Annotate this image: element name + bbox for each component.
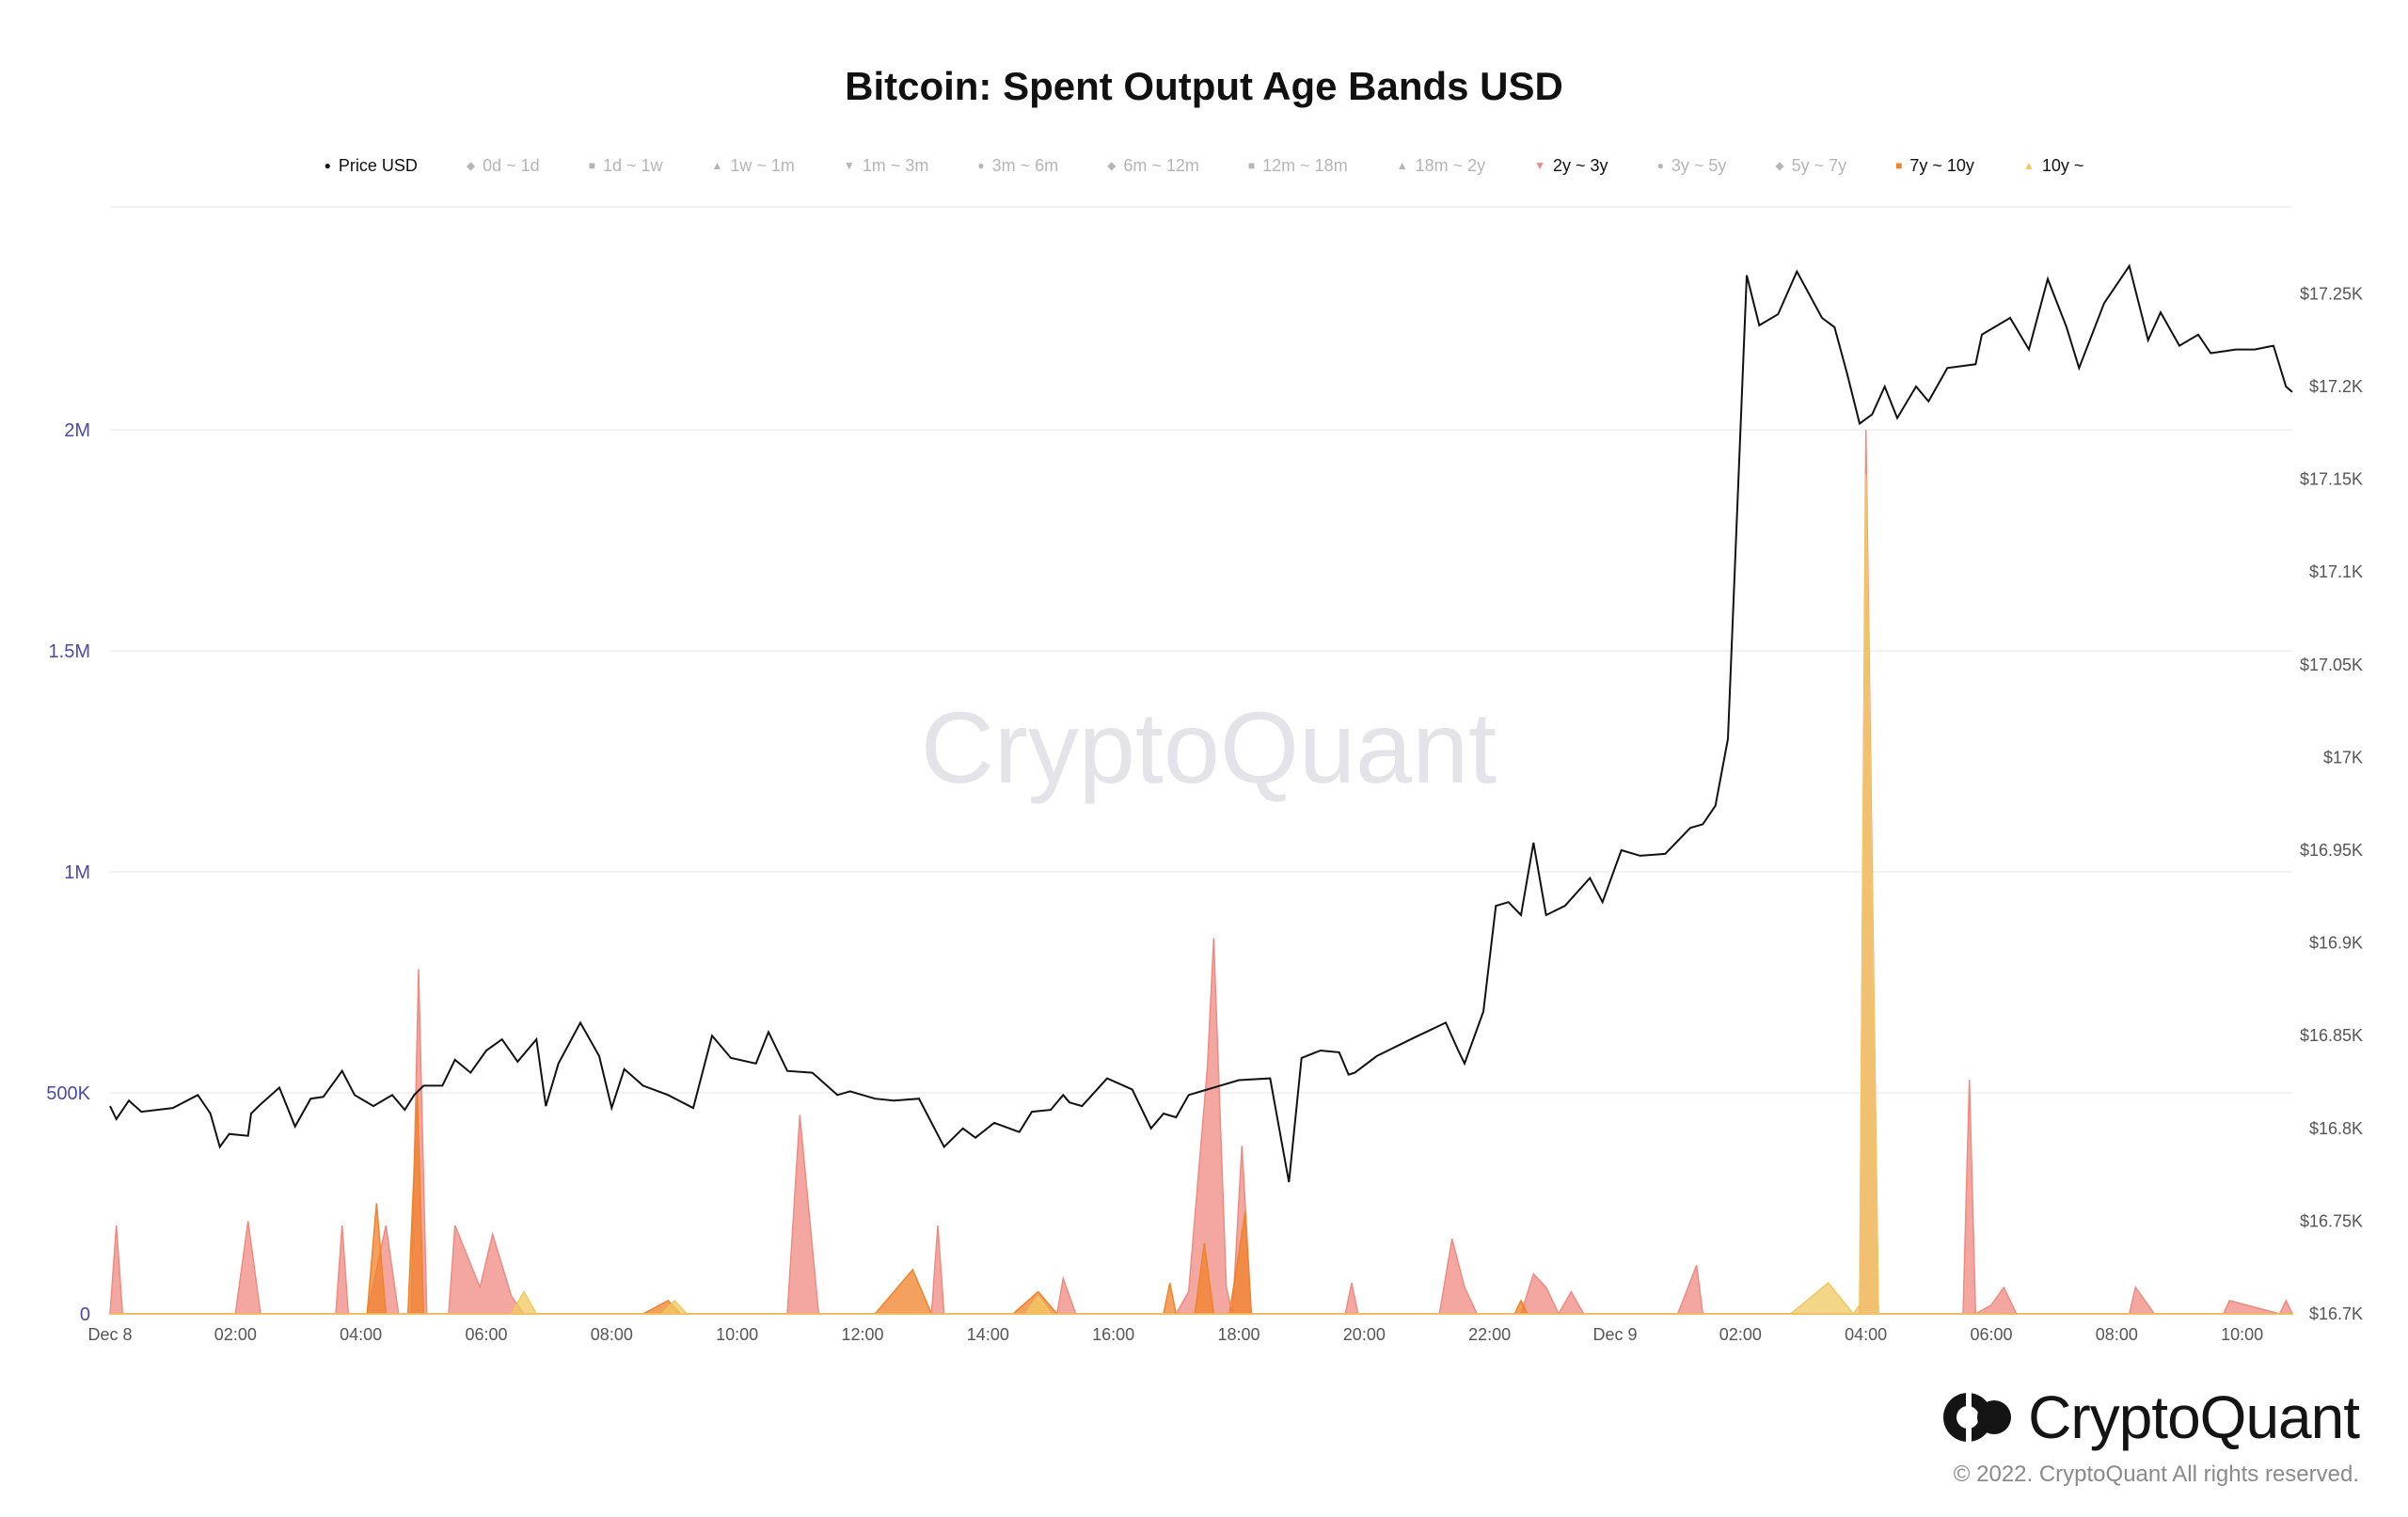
legend-marker-icon: ● <box>1656 159 1664 172</box>
right-tick-label: $16.95K <box>2300 841 2363 860</box>
right-axis-ticks: $16.7K $16.75K $16.8K $16.85K $16.9K $16.95K $… <box>2300 284 2363 1323</box>
legend-label: 0d ~ 1d <box>483 155 540 175</box>
right-tick-label: $16.75K <box>2300 1211 2363 1230</box>
cryptoquant-logo-icon <box>1943 1393 2012 1442</box>
legend-marker-icon: ▲ <box>1396 159 1408 172</box>
right-tick-label: $17.05K <box>2300 656 2363 674</box>
right-tick-label: $17.25K <box>2300 284 2363 303</box>
legend-item-10y-[interactable]: ▲ 10y ~ <box>2023 156 2083 176</box>
x-tick-label: 12:00 <box>841 1325 883 1344</box>
series-areas <box>109 263 2294 1316</box>
legend-marker-icon: ■ <box>1247 159 1256 172</box>
legend-item-12m-18m[interactable]: ■ 12m ~ 18m <box>1248 156 1348 176</box>
x-tick-label: 22:00 <box>1468 1325 1511 1344</box>
left-tick-label: 2M <box>64 420 90 441</box>
x-tick-label: 18:00 <box>1217 1325 1259 1344</box>
right-tick-label: $16.9K <box>2309 934 2363 953</box>
x-tick-label: 08:00 <box>2096 1325 2138 1344</box>
legend-label: 1d ~ 1w <box>602 155 663 175</box>
legend-marker-icon: ▲ <box>2022 159 2035 172</box>
legend-item-2y-3y[interactable]: ▼ 2y ~ 3y <box>1534 156 1608 176</box>
right-tick-label: $17.2K <box>2309 377 2363 396</box>
x-tick-label: Dec 9 <box>1592 1325 1637 1344</box>
legend-marker-icon: ● <box>324 159 331 172</box>
legend-marker-icon: ▼ <box>1534 159 1546 172</box>
x-tick-label: 10:00 <box>716 1325 758 1344</box>
legend-label: 7y ~ 10y <box>1909 155 1974 175</box>
legend-item-1w-1m[interactable]: ▲ 1w ~ 1m <box>711 156 794 176</box>
x-tick-label: 02:00 <box>1719 1325 1762 1344</box>
x-tick-label: 06:00 <box>465 1325 507 1344</box>
legend-item-price-usd[interactable]: ● Price USD <box>325 156 418 176</box>
legend-item-6m-12m[interactable]: ◆ 6m ~ 12m <box>1107 156 1199 176</box>
brand-name: CryptoQuant <box>2028 1383 2360 1451</box>
right-tick-label: $16.8K <box>2309 1119 2363 1138</box>
left-axis-ticks: 0 500K 1M 1.5M 2M <box>46 420 90 1325</box>
x-tick-label: 04:00 <box>1845 1325 1887 1344</box>
x-tick-label: 08:00 <box>591 1325 633 1344</box>
legend-label: 12m ~ 18m <box>1262 155 1348 175</box>
brand-logo: CryptoQuant <box>1940 1383 2360 1452</box>
legend-item-7y-10y[interactable]: ■ 7y ~ 10y <box>1895 156 1974 176</box>
legend-marker-icon: ● <box>977 159 985 172</box>
legend-item-3m-6m[interactable]: ● 3m ~ 6m <box>977 156 1058 176</box>
x-tick-label: 02:00 <box>214 1325 257 1344</box>
price-usd-line <box>109 263 2293 1183</box>
legend-item-0d-1d[interactable]: ◆ 0d ~ 1d <box>467 156 540 176</box>
legend-marker-icon: ▲ <box>711 159 723 172</box>
area-series-10y- <box>110 473 2292 1316</box>
x-tick-label: Dec 8 <box>87 1325 132 1344</box>
legend-marker-icon: ◆ <box>1107 159 1117 172</box>
legend-label: 10y ~ <box>2041 155 2084 175</box>
x-tick-label: 16:00 <box>1092 1325 1134 1344</box>
x-tick-label: 10:00 <box>2221 1325 2263 1344</box>
x-tick-label: 20:00 <box>1343 1325 1386 1344</box>
legend-marker-icon: ■ <box>1895 159 1903 172</box>
legend-marker-icon: ▼ <box>843 159 855 172</box>
legend-item-5y-7y[interactable]: ◆ 5y ~ 7y <box>1775 156 1846 176</box>
legend-label: 6m ~ 12m <box>1123 155 1199 175</box>
left-tick-label: 500K <box>46 1083 90 1104</box>
legend-marker-icon: ◆ <box>1775 159 1784 172</box>
right-tick-label: $16.85K <box>2300 1026 2363 1045</box>
left-tick-label: 1M <box>64 862 90 883</box>
legend-label: 3y ~ 5y <box>1671 155 1727 175</box>
legend-label: Price USD <box>338 155 418 175</box>
legend-item-3y-5y[interactable]: ● 3y ~ 5y <box>1657 156 1727 176</box>
legend-label: 2y ~ 3y <box>1553 155 1608 175</box>
legend-label: 18m ~ 2y <box>1415 155 1486 175</box>
legend: ● Price USD ◆ 0d ~ 1d ■ 1d ~ 1w ▲ 1w ~ 1m ▼ 1m ~ … <box>0 150 2408 181</box>
chart-title: Bitcoin: Spent Output Age Bands USD <box>845 64 1563 108</box>
legend-label: 1m ~ 3m <box>862 155 929 175</box>
legend-label: 5y ~ 7y <box>1791 155 1847 175</box>
legend-item-1d-1w[interactable]: ■ 1d ~ 1w <box>589 156 663 176</box>
right-tick-label: $17.15K <box>2300 470 2363 489</box>
right-tick-label: $17.1K <box>2309 562 2363 581</box>
x-tick-label: 14:00 <box>967 1325 1009 1344</box>
x-axis-ticks: Dec 8 02:00 04:00 06:00 08:00 10:00 12:00 14:00… <box>87 1325 2263 1344</box>
right-tick-label: $17K <box>2323 748 2363 766</box>
copyright-notice: © 2022. CryptoQuant All rights reserved. <box>1953 1462 2359 1487</box>
x-tick-label: 04:00 <box>340 1325 382 1344</box>
left-tick-label: 0 <box>80 1304 90 1325</box>
x-tick-label: 06:00 <box>1970 1325 2012 1344</box>
right-tick-label: $16.7K <box>2309 1304 2363 1323</box>
legend-marker-icon: ◆ <box>466 159 476 172</box>
legend-item-18m-2y[interactable]: ▲ 18m ~ 2y <box>1397 156 1485 176</box>
watermark: CryptoQuant <box>921 690 1497 804</box>
legend-label: 1w ~ 1m <box>730 155 795 175</box>
legend-marker-icon: ■ <box>588 159 595 172</box>
left-tick-label: 1.5M <box>49 641 90 662</box>
legend-label: 3m ~ 6m <box>991 155 1059 175</box>
legend-item-1m-3m[interactable]: ▼ 1m ~ 3m <box>844 156 928 176</box>
